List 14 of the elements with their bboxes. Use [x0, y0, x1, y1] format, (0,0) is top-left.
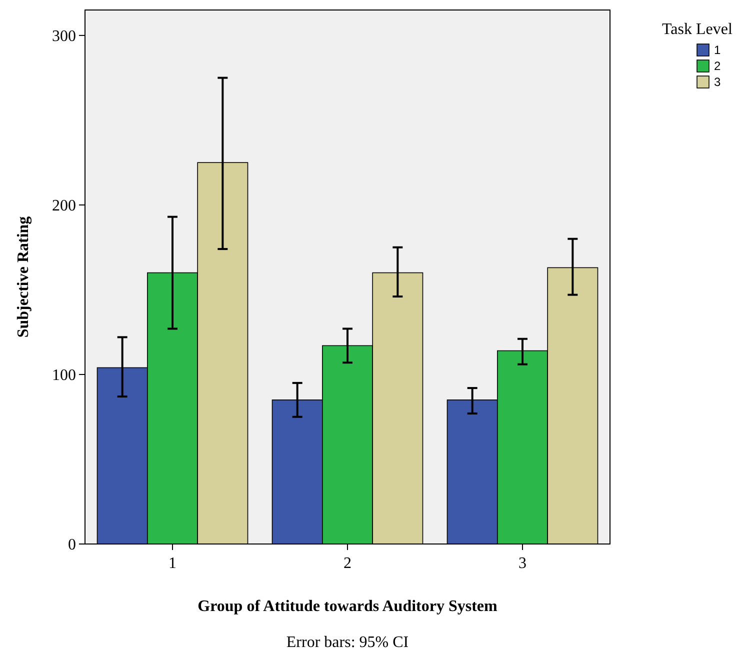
- x-tick-label: 2: [344, 555, 352, 572]
- legend-label: 3: [714, 75, 721, 89]
- y-tick-label: 0: [68, 536, 76, 554]
- x-tick-label: 1: [168, 555, 176, 572]
- legend-label: 1: [714, 43, 721, 57]
- y-tick-label: 200: [52, 198, 76, 215]
- legend-title: Task Level: [662, 21, 733, 38]
- y-axis-title: Subjective Rating: [15, 216, 32, 338]
- text: Error bars: 95% CI: [286, 634, 409, 651]
- x-tick-label: 3: [518, 555, 526, 572]
- x-axis-title: Group of Attitude towards Auditory System: [198, 598, 498, 615]
- y-tick-label: 100: [52, 367, 76, 384]
- y-tick-label: 300: [52, 28, 76, 46]
- legend-label: 2: [714, 59, 721, 73]
